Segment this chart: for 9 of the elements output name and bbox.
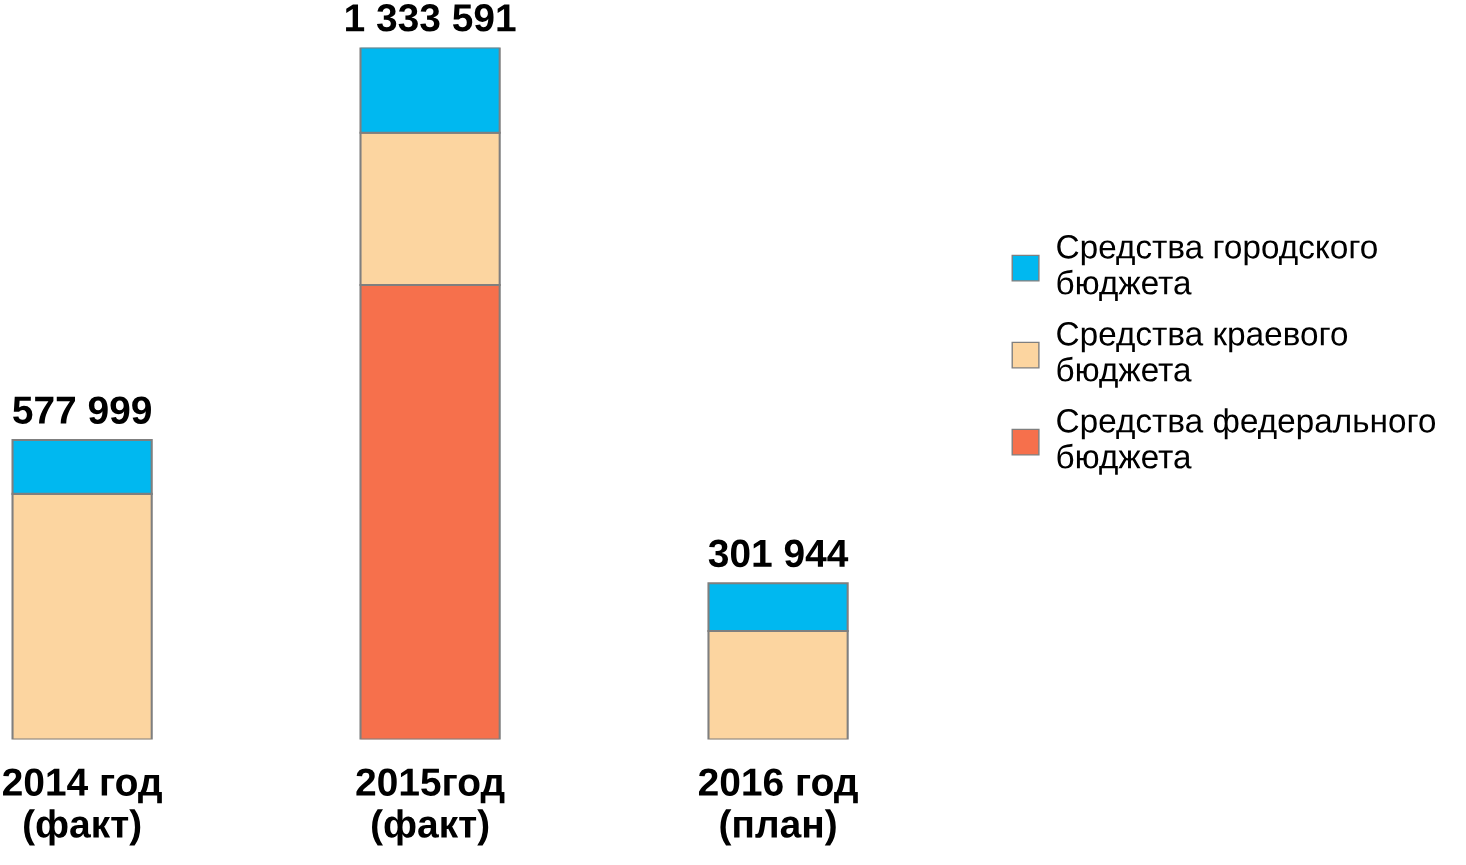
legend-label: Средства федерального бюджета bbox=[1057, 408, 1436, 475]
legend-label: Средства краевого бюджета bbox=[1057, 322, 1348, 388]
x-tick-label: 2015год (факт) bbox=[356, 768, 505, 846]
legend-label: Средства городского бюджета bbox=[1057, 235, 1377, 301]
annotation: 577 999 bbox=[13, 396, 151, 424]
x-tick-label: 2016 год (план) bbox=[698, 768, 858, 846]
x-tick-label: 2014 год (факт) bbox=[3, 768, 162, 846]
annotation: 301 944 bbox=[708, 539, 849, 568]
annotation: 1 333 591 bbox=[346, 4, 516, 32]
